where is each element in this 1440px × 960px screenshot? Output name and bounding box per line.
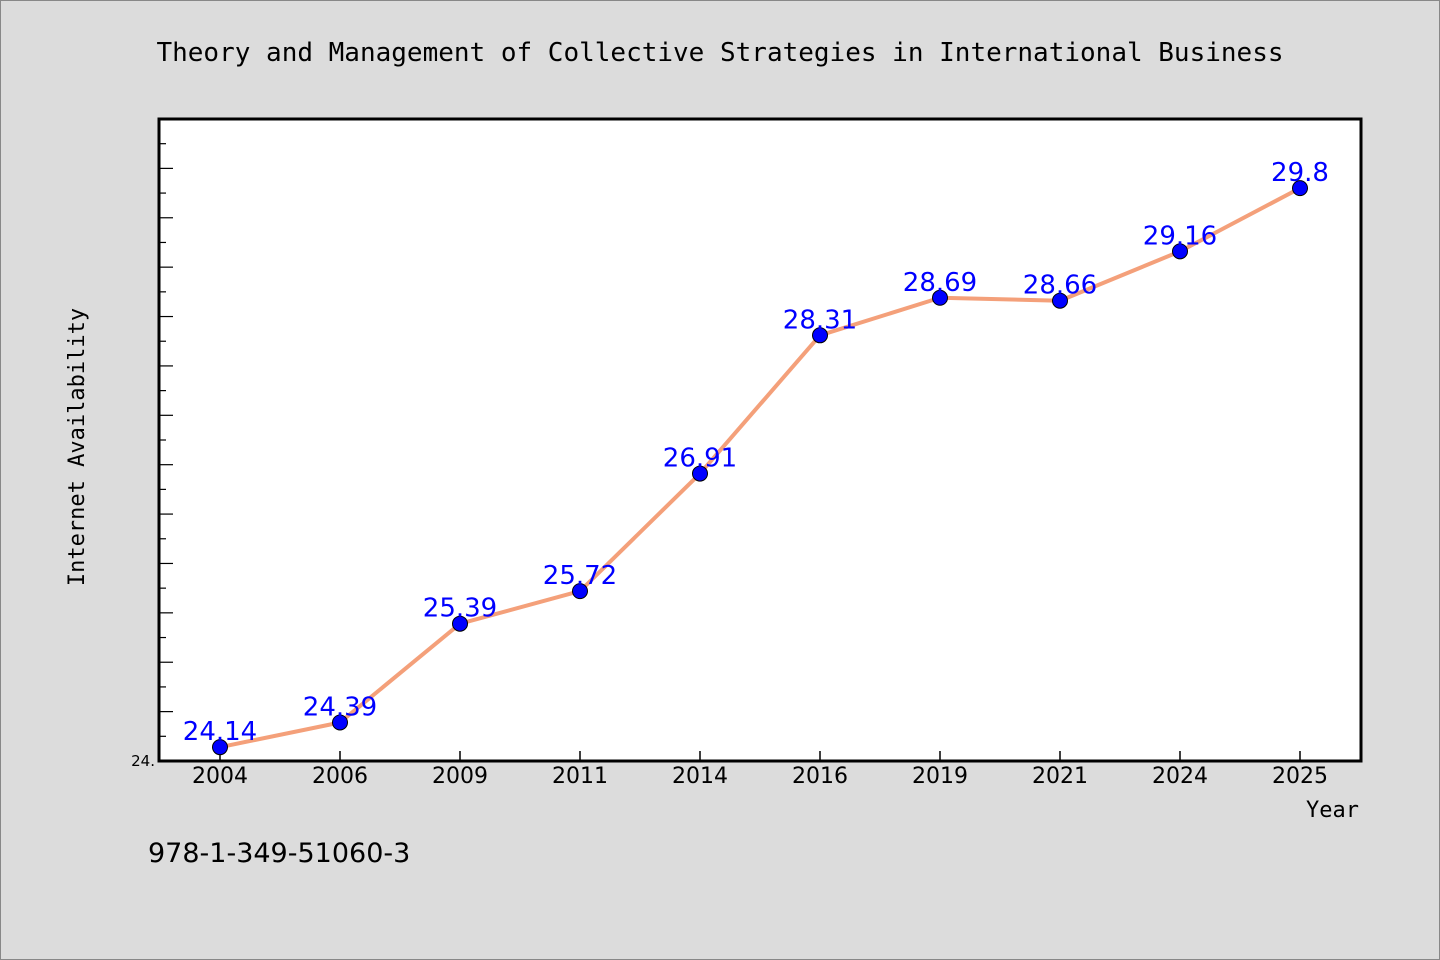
isbn-footer: 978-1-349-51060-3 <box>148 838 410 869</box>
data-label: 28.66 <box>1023 271 1097 301</box>
data-labels: 24.14 24.39 25.39 25.72 26.91 28.31 28.69 28.66… <box>183 158 1329 747</box>
data-label: 25.72 <box>543 561 617 591</box>
x-tick-label: 2006 <box>312 764 368 789</box>
series-line <box>218 186 1302 750</box>
data-label: 26.91 <box>663 444 737 474</box>
y-axis-ticks <box>159 118 173 737</box>
data-point <box>1292 180 1308 197</box>
x-tick-label: 2024 <box>1152 764 1208 789</box>
data-point <box>1052 292 1068 309</box>
plot-area <box>157 117 1363 763</box>
data-point <box>692 465 708 482</box>
chart-title: Theory and Management of Collective Stra… <box>156 38 1283 68</box>
data-point <box>932 289 948 306</box>
data-point <box>812 327 828 344</box>
data-label: 24.39 <box>303 692 377 722</box>
x-tick-label: 2016 <box>792 764 848 789</box>
data-point <box>572 583 588 600</box>
x-tick-label: 2014 <box>672 764 728 789</box>
data-label: 25.39 <box>423 594 497 624</box>
data-markers <box>212 180 1308 756</box>
x-tick-label: 2019 <box>912 764 968 789</box>
data-label: 29.16 <box>1143 221 1217 251</box>
data-point <box>1172 243 1188 260</box>
data-label: 28.69 <box>903 268 977 298</box>
x-axis-tick-labels: 2004 2006 2009 2011 2014 2016 2019 2021 2024 2025 <box>192 764 1328 789</box>
data-point <box>332 714 348 731</box>
x-tick-label: 2021 <box>1032 764 1088 789</box>
x-tick-label: 2004 <box>192 764 248 789</box>
y-axis-tick-labels: 24. <box>131 752 155 770</box>
data-label: 28.31 <box>783 305 857 335</box>
data-point <box>212 739 228 756</box>
data-label: 29.8 <box>1271 158 1329 188</box>
x-axis-label: Year <box>1306 798 1359 823</box>
x-tick-label: 2025 <box>1272 764 1328 789</box>
data-point <box>452 615 468 632</box>
y-tick-label: 24. <box>131 752 155 770</box>
x-tick-label: 2011 <box>552 764 608 789</box>
y-axis-label: Internet Availability <box>65 308 90 586</box>
x-axis-ticks <box>219 751 1301 761</box>
x-tick-label: 2009 <box>432 764 488 789</box>
data-label: 24.14 <box>183 717 257 747</box>
